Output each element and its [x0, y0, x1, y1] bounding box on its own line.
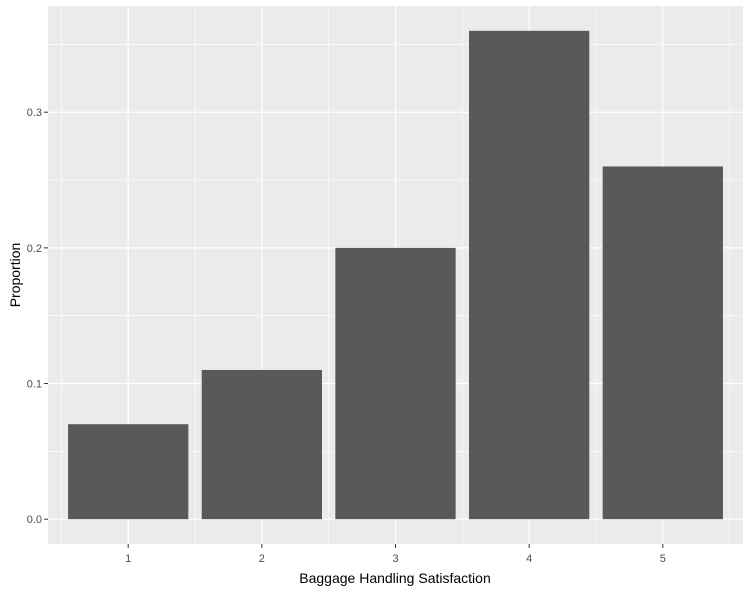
- y-axis-title: Proportion: [7, 243, 23, 308]
- axes: 0.0 0.1 0.2 0.3 1 2 3 4 5: [27, 107, 666, 565]
- y-tick-label: 0.1: [27, 379, 42, 391]
- y-tick-label: 0.3: [27, 107, 42, 119]
- y-tick-label: 0.2: [27, 243, 42, 255]
- x-tick-label: 1: [125, 553, 131, 565]
- bar-3: [335, 247, 456, 520]
- x-tick-label: 3: [392, 553, 398, 565]
- bar-4: [469, 30, 590, 520]
- x-axis-title: Baggage Handling Satisfaction: [299, 570, 490, 586]
- bar-1: [68, 424, 189, 520]
- x-tick-label: 2: [259, 553, 265, 565]
- x-tick-label: 5: [660, 553, 666, 565]
- y-tick-label: 0.0: [27, 514, 42, 526]
- bars: [68, 30, 723, 520]
- x-tick-label: 4: [526, 553, 532, 565]
- bar-5: [602, 166, 723, 520]
- bar-2: [201, 369, 322, 520]
